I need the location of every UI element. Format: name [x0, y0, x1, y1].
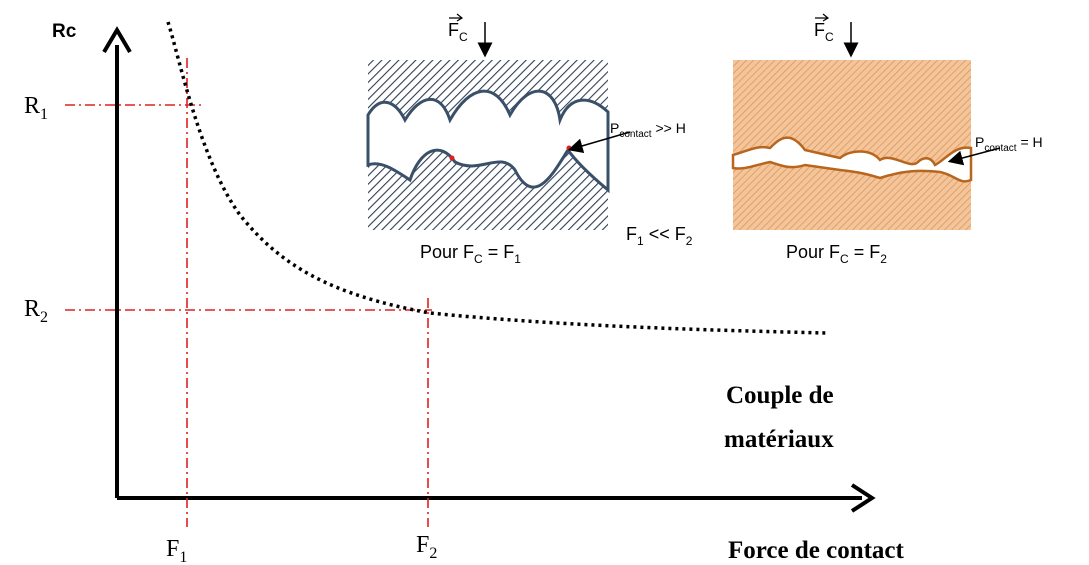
curve-label: matériaux — [724, 426, 834, 453]
vector-arrow — [815, 13, 830, 22]
level-label: R1 — [24, 93, 48, 123]
level-label: R2 — [24, 296, 48, 326]
contact-point — [566, 145, 572, 151]
pressure-label: Pcontact >> H — [610, 120, 686, 140]
inset-2-material — [733, 60, 971, 230]
y-label: Rc — [52, 21, 77, 42]
x-label: Force de contact — [728, 537, 905, 564]
inset-force: FC — [448, 20, 468, 44]
x-arrow — [850, 483, 876, 513]
inset-force: FC — [814, 20, 834, 44]
force-label: F2 — [416, 532, 437, 562]
inset-1-gap — [366, 89, 610, 194]
y-arrow — [102, 26, 132, 54]
pressure-label: Pcontact = H — [975, 134, 1043, 154]
comparison: F1 << F2 — [626, 224, 693, 248]
pointer — [567, 131, 631, 154]
inset-2-gap — [731, 136, 973, 183]
curve-label: Couple de — [726, 382, 834, 409]
contact-point — [449, 155, 455, 161]
pointer — [947, 147, 1001, 166]
curve — [166, 21, 827, 335]
vector-arrow — [449, 13, 464, 22]
inset-caption: Pour FC = F1 — [420, 242, 521, 266]
force-label: F1 — [166, 536, 187, 565]
inset-caption: Pour FC = F2 — [786, 242, 887, 266]
